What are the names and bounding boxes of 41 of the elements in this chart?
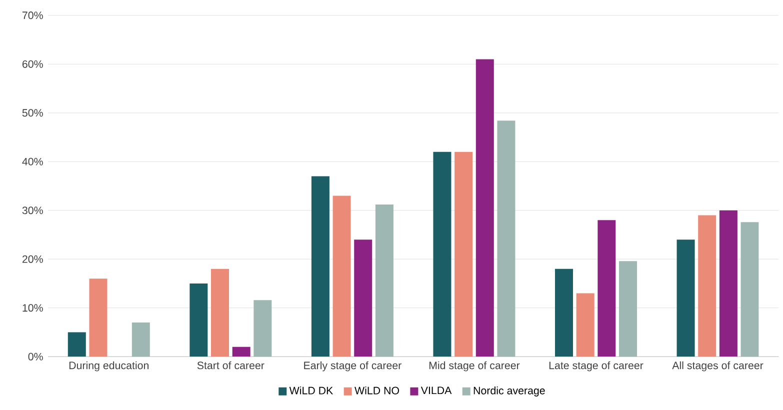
bar	[190, 284, 208, 357]
y-tick-label: 0%	[28, 352, 43, 360]
y-tick-label: 20%	[22, 255, 43, 263]
bar	[232, 346, 250, 357]
y-tick-label: 50%	[22, 109, 43, 117]
bar	[375, 204, 394, 357]
y-tick-label: 70%	[22, 12, 43, 20]
bar	[555, 268, 573, 357]
bar	[211, 268, 230, 357]
bar	[698, 215, 716, 357]
bar	[454, 152, 473, 357]
y-tick-label: 10%	[22, 304, 43, 312]
bar	[476, 59, 494, 357]
bar	[433, 152, 452, 357]
y-tick-label: 40%	[22, 158, 43, 166]
bar	[254, 300, 272, 357]
legend-label: WiLD DK	[289, 386, 334, 394]
y-tick-label: 30%	[22, 206, 43, 214]
x-tick-label: All stages of career	[672, 361, 764, 372]
x-tick-label: During education	[69, 361, 149, 372]
bar	[132, 322, 150, 357]
legend-label: VILDA	[420, 386, 452, 394]
x-tick-label: Start of career	[197, 361, 264, 370]
bar	[676, 240, 695, 357]
bar	[576, 293, 594, 357]
legend-label: Nordic average	[474, 386, 545, 396]
bar	[719, 210, 738, 357]
bar	[618, 261, 637, 357]
bar	[354, 240, 372, 357]
legend-label: WiLD NO	[354, 386, 399, 394]
bar	[311, 176, 330, 357]
bar	[598, 220, 616, 357]
x-tick-label: Late stage of career	[549, 361, 644, 372]
bar	[68, 332, 86, 357]
bar	[740, 222, 759, 357]
y-tick-label: 60%	[22, 60, 43, 68]
x-tick-label: Mid stage of career	[429, 361, 520, 372]
x-tick-label: Early stage of career	[304, 361, 402, 372]
bar	[497, 120, 516, 357]
bar	[332, 196, 351, 357]
bar	[89, 278, 108, 357]
